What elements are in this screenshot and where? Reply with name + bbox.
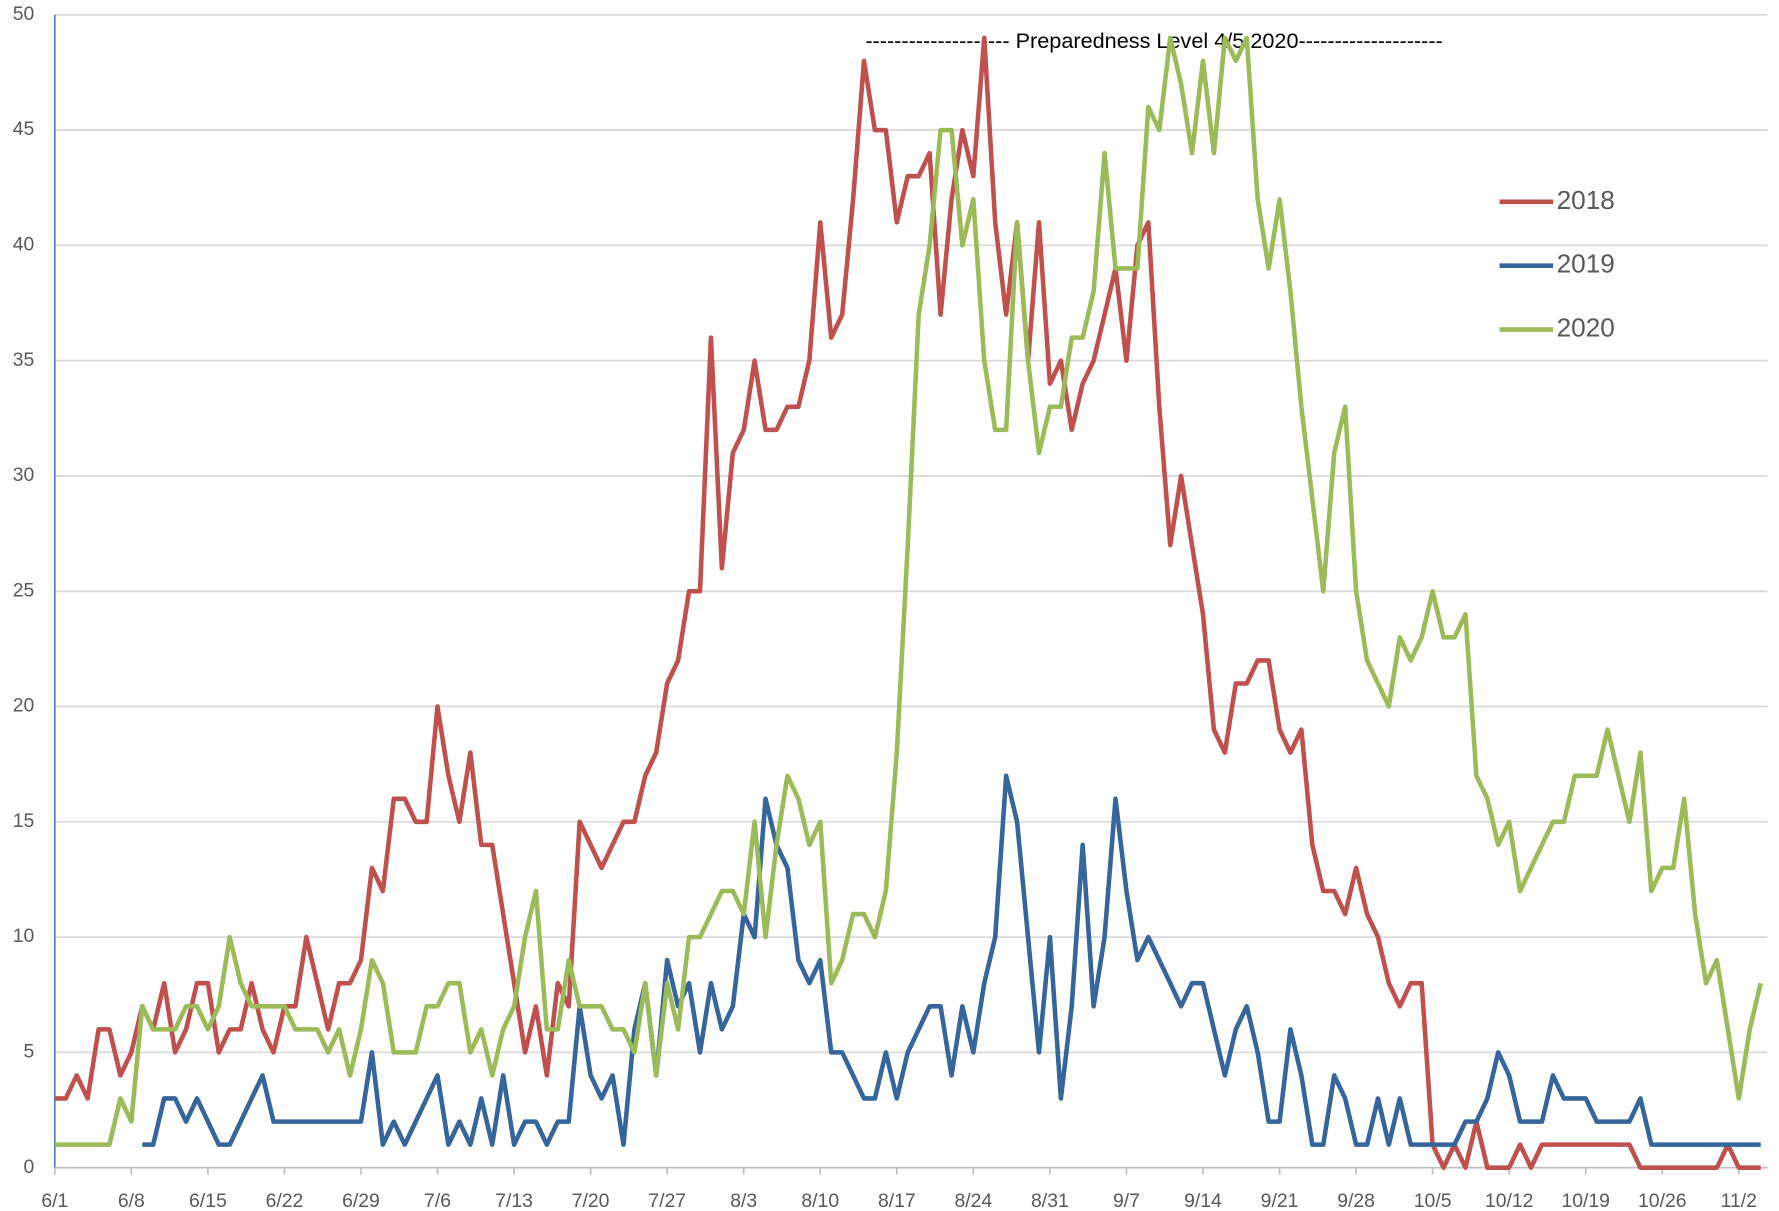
x-tick-label: 10/19 — [1561, 1190, 1609, 1211]
x-tick-label: 6/15 — [189, 1190, 227, 1211]
x-tick-label: 6/1 — [41, 1190, 68, 1211]
y-tick-label: 20 — [13, 695, 35, 717]
y-tick-label: 5 — [23, 1041, 34, 1063]
series-line — [54, 35, 1761, 1170]
x-tick-label: 7/6 — [424, 1190, 451, 1211]
x-tick-label: 10/26 — [1638, 1190, 1687, 1211]
x-tick-label: 8/10 — [801, 1190, 839, 1211]
x-tick-label: 7/27 — [648, 1190, 686, 1211]
x-tick-label: 8/17 — [878, 1190, 916, 1211]
x-tick-label: 10/5 — [1414, 1190, 1452, 1211]
x-tick-label: 9/28 — [1337, 1190, 1375, 1211]
legend-label: 2018 — [1557, 185, 1615, 215]
x-tick-label: 9/14 — [1184, 1190, 1222, 1211]
annotation: -------------------- Preparedness Level … — [865, 28, 1442, 53]
y-tick-label: 10 — [13, 925, 35, 947]
x-tick-label: 8/31 — [1031, 1190, 1069, 1211]
series-line — [54, 35, 1763, 1147]
x-tick-label: 10/12 — [1485, 1190, 1534, 1211]
y-tick-label: 45 — [13, 118, 35, 140]
x-tick-label: 6/22 — [266, 1190, 304, 1211]
x-tick-label: 9/7 — [1113, 1190, 1140, 1211]
x-tick-label: 6/8 — [118, 1190, 145, 1211]
y-tick-label: 25 — [13, 579, 35, 601]
y-tick-label: 40 — [13, 234, 35, 256]
x-tick-label: 8/24 — [954, 1190, 992, 1211]
x-tick-label: 9/21 — [1261, 1190, 1299, 1211]
y-tick-label: 30 — [13, 464, 35, 486]
y-tick-label: 35 — [13, 349, 35, 371]
x-tick-label: 8/3 — [730, 1190, 757, 1211]
x-tick-label: 6/29 — [342, 1190, 380, 1211]
x-tick-label: 11/2 — [1721, 1190, 1757, 1211]
x-tick-label: 7/13 — [495, 1190, 533, 1211]
y-tick-label: 15 — [13, 810, 35, 832]
y-tick-label: 0 — [23, 1156, 34, 1178]
series-line — [142, 773, 1761, 1147]
legend-label: 2019 — [1557, 249, 1615, 279]
legend-label: 2020 — [1557, 312, 1615, 342]
y-tick-label: 50 — [13, 3, 35, 25]
x-tick-label: 7/20 — [572, 1190, 610, 1211]
